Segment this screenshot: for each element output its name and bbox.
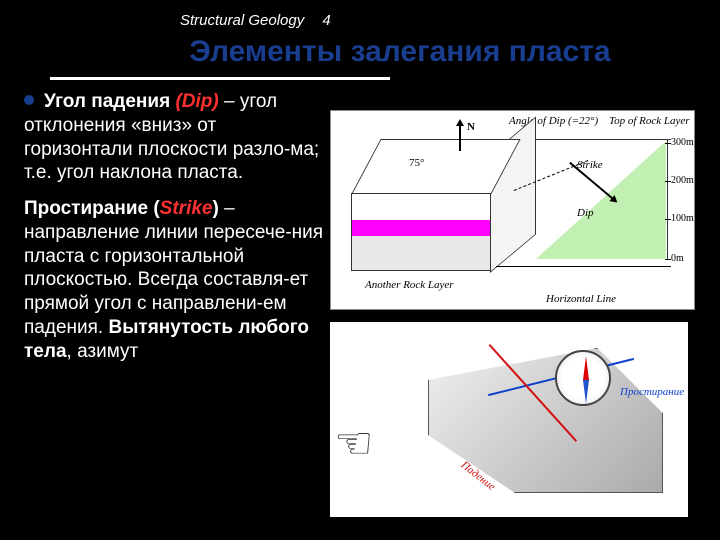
north-arrow [459,121,461,151]
pointing-hand-icon: ☜ [334,418,373,469]
figure-compass-wedge: ☜ Простирание Падение [330,322,688,517]
label-hline: Horizontal Line [546,293,616,305]
tick-200 [665,181,671,182]
label-dip: Dip [577,207,594,219]
scale-300: 300m [671,137,694,148]
horizontal-line [496,266,671,267]
bullet-icon [24,95,34,105]
term-strike: Простирание ( [24,198,160,219]
text-column: Угол падения (Dip) – угол отклонения «вн… [24,90,324,363]
label-n: N [467,121,475,133]
wedge-right-edge [667,139,668,259]
label-top-rock: Top of Rock Layer [609,115,690,127]
slide-header: Structural Geology 4 [0,0,720,29]
scale-200: 200m [671,175,694,186]
label-strike: Strike [577,159,603,171]
tick-0 [665,259,671,260]
strike-tail: , азимут [67,341,139,362]
label-75: 75° [409,157,424,169]
term-dip: Угол падения [44,91,170,112]
tick-100 [665,219,671,220]
slide-title: Элементы залегания пласта [0,29,720,77]
title-underline [50,77,390,80]
compass-icon [555,350,611,406]
label-another-layer: Another Rock Layer [365,279,454,291]
scale-0: 0m [671,253,684,264]
term-dip-en: (Dip) [175,91,218,112]
paragraph-dip: Угол падения (Dip) – угол отклонения «вн… [24,90,324,185]
term-strike-en: Strike [160,198,213,219]
figures-column: Angle of Dip (=22°) Top of Rock Layer N … [330,110,710,517]
label-angle-of-dip: Angle of Dip (=22°) [509,115,598,127]
tick-300 [665,143,671,144]
block-front-face [351,193,491,271]
scale-100: 100m [671,213,694,224]
course-name: Structural Geology [180,12,304,29]
paragraph-strike: Простирание (Strike) – направление линии… [24,197,324,363]
block-top-face [351,139,520,194]
label-prostiranie: Простирание [620,386,684,398]
slide-number: 4 [322,12,330,29]
figure-dip-strike-block: Angle of Dip (=22°) Top of Rock Layer N … [330,110,695,310]
